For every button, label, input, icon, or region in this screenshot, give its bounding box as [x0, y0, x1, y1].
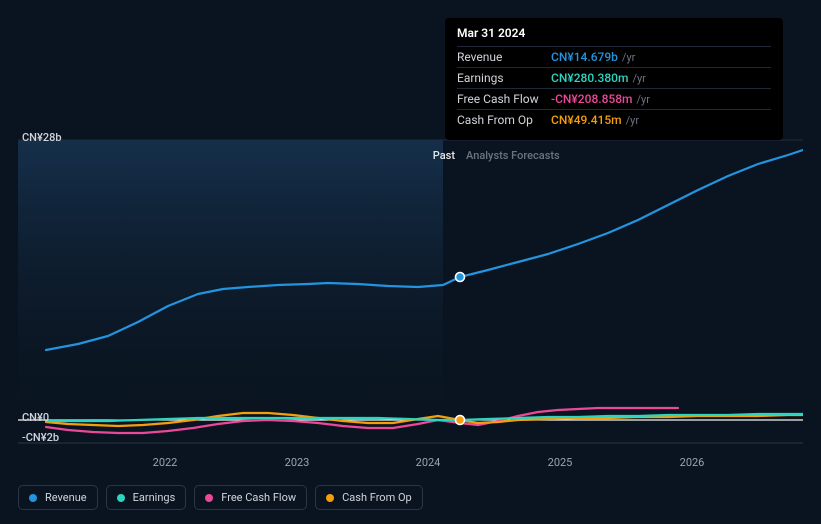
- past-section-label: Past: [415, 149, 455, 162]
- tooltip-value: CN¥49.415m: [551, 113, 622, 127]
- tooltip-unit: /yr: [637, 93, 650, 106]
- tooltip-unit: /yr: [626, 114, 639, 127]
- tooltip-label: Free Cash Flow: [457, 92, 551, 106]
- tooltip-value: CN¥280.380m: [551, 71, 628, 85]
- x-axis-label: 2023: [285, 456, 310, 469]
- tooltip-label: Earnings: [457, 71, 551, 85]
- x-axis-label: 2024: [416, 456, 441, 469]
- legend-label: Free Cash Flow: [221, 491, 296, 504]
- x-axis-label: 2025: [548, 456, 573, 469]
- chart-legend: Revenue Earnings Free Cash Flow Cash From O…: [18, 485, 423, 510]
- tooltip-date: Mar 31 2024: [457, 26, 771, 46]
- legend-dot-icon: [29, 494, 37, 502]
- chart-tooltip: Mar 31 2024 RevenueCN¥14.679b/yrEarnings…: [445, 18, 783, 140]
- y-axis-label: -CN¥2b: [22, 431, 59, 444]
- legend-item-cash_from_op[interactable]: Cash From Op: [315, 485, 423, 510]
- tooltip-row-free_cash_flow: Free Cash Flow-CN¥208.858m/yr: [457, 88, 771, 109]
- tooltip-row-earnings: EarningsCN¥280.380m/yr: [457, 67, 771, 88]
- legend-label: Earnings: [133, 491, 176, 504]
- legend-dot-icon: [205, 494, 213, 502]
- tooltip-row-revenue: RevenueCN¥14.679b/yr: [457, 46, 771, 67]
- x-axis-label: 2022: [153, 456, 178, 469]
- tooltip-label: Revenue: [457, 50, 551, 64]
- tooltip-unit: /yr: [622, 51, 635, 64]
- legend-item-earnings[interactable]: Earnings: [106, 485, 187, 510]
- legend-label: Cash From Op: [342, 491, 412, 504]
- legend-item-revenue[interactable]: Revenue: [18, 485, 98, 510]
- tooltip-label: Cash From Op: [457, 113, 551, 127]
- tooltip-row-cash_from_op: Cash From OpCN¥49.415m/yr: [457, 109, 771, 130]
- y-axis-label: CN¥0: [22, 411, 49, 424]
- tooltip-value: -CN¥208.858m: [551, 92, 633, 106]
- tooltip-unit: /yr: [632, 72, 645, 85]
- legend-label: Revenue: [45, 491, 87, 504]
- legend-dot-icon: [117, 494, 125, 502]
- legend-dot-icon: [326, 494, 334, 502]
- y-axis-label: CN¥28b: [22, 131, 62, 144]
- legend-item-free_cash_flow[interactable]: Free Cash Flow: [194, 485, 307, 510]
- x-axis-label: 2026: [680, 456, 705, 469]
- forecast-section-label: Analysts Forecasts: [466, 149, 560, 162]
- tooltip-value: CN¥14.679b: [551, 50, 618, 64]
